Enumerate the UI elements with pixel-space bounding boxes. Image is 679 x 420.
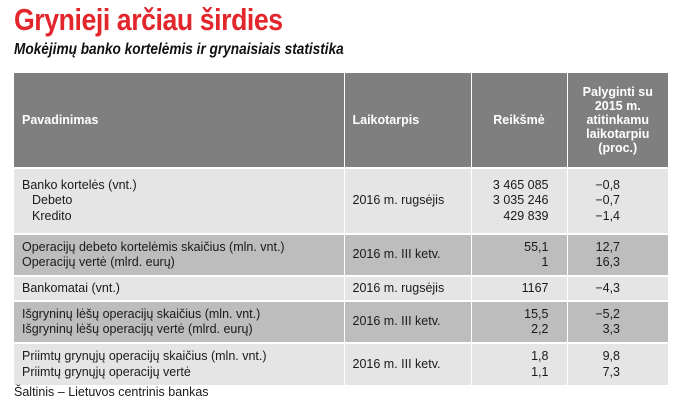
value-text: 1,1 (531, 364, 549, 379)
value-text: 2,2 (531, 322, 549, 336)
column-header-name: Pavadinimas (14, 73, 345, 168)
row-label: Išgryninų lėšų operacijų vertė (mlrd. eu… (22, 322, 253, 336)
cell-name: Išgryninų lėšų operacijų skaičius (mln. … (14, 300, 345, 343)
page-title: Grynieji arčiau širdies (14, 2, 283, 37)
cell-compare: 12,7 16,3 (567, 233, 668, 276)
compare-text: −5,2 (595, 306, 620, 321)
compare-text: −4,3 (595, 280, 620, 295)
value-text: 3 035 246 (492, 193, 549, 208)
cell-value: 3 465 085 3 035 246 429 839 (471, 167, 568, 234)
cell-compare: −0,8 −0,7 −1,4 (567, 167, 668, 234)
cell-period: 2016 m. III ketv. (344, 233, 472, 276)
table-row: Operacijų debeto kortelėmis skaičius (ml… (14, 233, 668, 276)
row-label: Operacijų vertė (mlrd. eurų) (22, 255, 175, 269)
row-sublabel: Debeto (32, 193, 73, 208)
row-label: Priimtų grynųjų operacijų skaičius (mln.… (22, 349, 267, 363)
cell-name: Banko kortelės (vnt.) Debeto Kredito (14, 167, 345, 234)
table-row: Išgryninų lėšų operacijų skaičius (mln. … (14, 300, 668, 343)
value-text: 429 839 (503, 208, 549, 223)
column-header-compare-line: laikotarpiu (586, 127, 650, 141)
cell-value: 1167 (471, 275, 568, 301)
cell-compare: −5,2 3,3 (567, 300, 668, 343)
value-text: 1,8 (531, 349, 549, 363)
cell-value: 1,8 1,1 (471, 342, 568, 385)
page-subtitle: Mokėjimų banko kortelėmis ir grynaisiais… (14, 41, 344, 58)
column-header-compare: Palyginti su 2015 m. atitinkamu laikotar… (567, 73, 668, 168)
cell-compare: 9,8 7,3 (567, 342, 668, 385)
column-header-compare-line: Palyginti su (582, 85, 653, 99)
value-text: 3 465 085 (492, 177, 549, 192)
source-note: Šaltinis – Lietuvos centrinis bankas (14, 385, 209, 399)
row-sublabel: Kredito (32, 208, 72, 223)
row-label: Priimtų grynųjų operacijų vertė (22, 364, 191, 379)
table-row: Banko kortelės (vnt.) Debeto Kredito 201… (14, 167, 668, 234)
column-header-compare-line: (proc.) (598, 141, 638, 155)
cell-period: 2016 m. rugsėjis (344, 167, 472, 234)
row-label: Bankomatai (vnt.) (22, 280, 120, 295)
cell-period: 2016 m. rugsėjis (344, 275, 472, 301)
compare-text: 12,7 (595, 239, 620, 254)
table-row: Bankomatai (vnt.) 2016 m. rugsėjis 1167 … (14, 275, 668, 301)
value-text: 55,1 (524, 239, 549, 254)
table-header-row: Pavadinimas Laikotarpis Reikšmė Palygint… (14, 73, 668, 168)
value-text: 1 (541, 255, 549, 269)
value-text: 1167 (521, 280, 549, 295)
cell-compare: −4,3 (567, 275, 668, 301)
row-label: Banko kortelės (vnt.) (22, 177, 137, 192)
row-label: Operacijų debeto kortelėmis skaičius (ml… (22, 239, 285, 254)
column-header-value: Reikšmė (471, 73, 568, 168)
compare-text: 16,3 (595, 255, 620, 269)
compare-text: −0,8 (595, 177, 620, 192)
cell-value: 15,5 2,2 (471, 300, 568, 343)
column-header-compare-line: atitinkamu (586, 113, 649, 127)
statistics-table: Pavadinimas Laikotarpis Reikšmė Palygint… (14, 73, 668, 385)
value-text: 15,5 (524, 306, 549, 321)
cell-name: Priimtų grynųjų operacijų skaičius (mln.… (14, 342, 345, 385)
compare-text: −0,7 (595, 193, 620, 208)
cell-period: 2016 m. III ketv. (344, 342, 472, 385)
compare-text: 7,3 (602, 364, 620, 379)
row-label: Išgryninų lėšų operacijų skaičius (mln. … (22, 306, 261, 321)
compare-text: 9,8 (602, 349, 620, 363)
column-header-compare-line: 2015 m. (594, 99, 641, 113)
cell-name: Operacijų debeto kortelėmis skaičius (ml… (14, 233, 345, 276)
column-header-period: Laikotarpis (344, 73, 472, 168)
table-row: Priimtų grynųjų operacijų skaičius (mln.… (14, 342, 668, 385)
compare-text: 3,3 (602, 322, 620, 336)
cell-period: 2016 m. III ketv. (344, 300, 472, 343)
cell-value: 55,1 1 (471, 233, 568, 276)
cell-name: Bankomatai (vnt.) (14, 275, 345, 301)
compare-text: −1,4 (595, 208, 620, 223)
